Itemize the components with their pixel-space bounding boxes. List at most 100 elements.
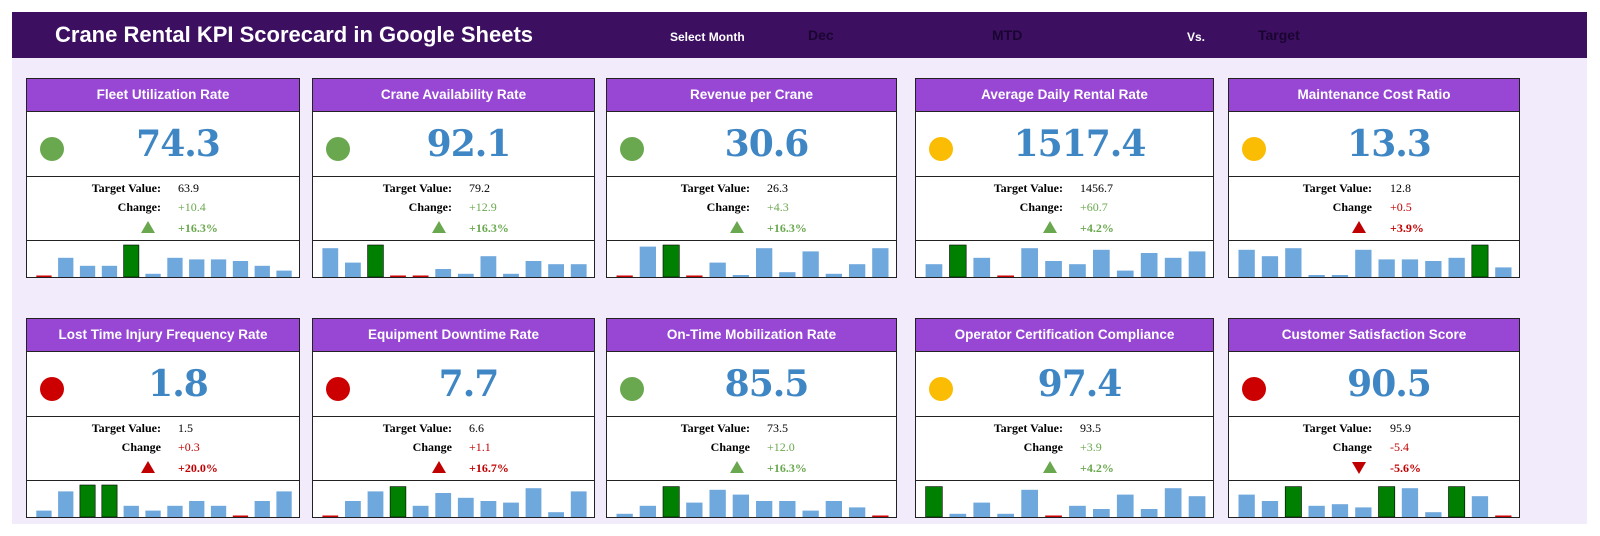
status-indicator-icon (620, 137, 644, 161)
target-value: 1456.7 (1080, 181, 1113, 195)
sparkline-bar (276, 491, 292, 517)
sparkline-bar (1378, 486, 1396, 517)
sparkline-bar (570, 264, 587, 277)
sparkline-bar (756, 248, 773, 277)
sparkline-bar (1140, 509, 1158, 517)
sparkline-bar (58, 257, 74, 277)
change-percent: +16.3% (767, 461, 807, 475)
kpi-title: Crane Availability Rate (313, 79, 594, 112)
target-value: 6.6 (469, 421, 484, 435)
trend-up-icon (1352, 221, 1366, 233)
sparkline-bar (662, 486, 680, 517)
sparkline-bar (1285, 248, 1302, 277)
sparkline-bar (101, 484, 118, 517)
sparkline-bar (849, 507, 866, 517)
sparkline-bar (322, 515, 339, 517)
change-value: +60.7 (1080, 200, 1108, 214)
sparkline-bar (412, 505, 429, 517)
change-label: Change (412, 440, 452, 454)
status-indicator-icon (929, 137, 953, 161)
change-percent: +20.0% (178, 461, 218, 475)
divider (313, 480, 594, 481)
sparkline-bar (802, 510, 819, 517)
divider (607, 176, 896, 177)
trend-up-icon (1043, 221, 1057, 233)
sparkline-bar (1164, 257, 1182, 277)
sparkline-bar (1378, 259, 1395, 277)
sparkline-bar (79, 265, 96, 277)
sparkline-bar (1188, 251, 1206, 277)
sparkline-bar (825, 273, 842, 277)
sparkline-bar (167, 505, 183, 517)
sparkline-bar (1045, 261, 1062, 277)
sparkline-bar (639, 505, 656, 517)
sparkline-bar (1238, 249, 1255, 277)
status-indicator-icon (326, 377, 350, 401)
divider (313, 240, 594, 241)
sparkline-bar (949, 513, 967, 517)
sparkline-bar (709, 489, 726, 517)
divider (313, 416, 594, 417)
sparkline-bar (1164, 488, 1182, 517)
change-percent: +4.2% (1080, 221, 1114, 235)
sparkline-bar (925, 264, 943, 277)
change-value: +1.1 (469, 440, 491, 454)
divider (607, 416, 896, 417)
sparkline-bar (548, 264, 564, 277)
kpi-title: Maintenance Cost Ratio (1229, 79, 1519, 112)
sparkline-bar (503, 502, 519, 517)
trend-up-icon (432, 461, 446, 473)
change-percent: +16.3% (178, 221, 218, 235)
trend-up-icon (1043, 461, 1057, 473)
sparkline-bar (36, 275, 52, 277)
sparkline-bar (210, 505, 227, 517)
sparkline-bar (1261, 501, 1279, 517)
kpi-value: 1517.4 (1013, 123, 1147, 165)
sparkline-bar (345, 262, 361, 277)
sparkline-bar (1116, 270, 1134, 277)
comparison-selector[interactable]: Target (1258, 27, 1300, 43)
sparkline-bar (145, 273, 161, 277)
kpi-value: 92.1 (426, 123, 512, 165)
divider (916, 416, 1213, 417)
sparkline-bar (1069, 264, 1086, 277)
change-percent: +16.7% (469, 461, 509, 475)
kpi-value: 97.4 (1037, 363, 1123, 405)
period-selector[interactable]: MTD (992, 27, 1023, 43)
change-value: +0.3 (178, 440, 200, 454)
target-label: Target Value: (680, 181, 750, 195)
status-indicator-icon (40, 377, 64, 401)
sparkline-chart (322, 244, 587, 277)
sparkline-chart (616, 244, 889, 277)
change-value: +12.9 (469, 200, 497, 214)
sparkline-bar (367, 491, 384, 517)
sparkline-bar (390, 275, 406, 277)
month-selector[interactable]: Dec (808, 27, 834, 43)
sparkline-bar (525, 261, 542, 277)
kpi-value: 90.5 (1347, 363, 1432, 405)
sparkline-bar (779, 501, 796, 517)
kpi-title: Customer Satisfaction Score (1229, 319, 1519, 352)
status-indicator-icon (326, 137, 350, 161)
sparkline-bar (1448, 486, 1466, 517)
sparkline-bar (1021, 489, 1038, 517)
sparkline-chart (1238, 244, 1512, 277)
divider (916, 240, 1213, 241)
status-indicator-icon (40, 137, 64, 161)
sparkline-bar (79, 484, 96, 517)
sparkline-bar (686, 502, 703, 517)
sparkline-bar (1284, 486, 1302, 517)
sparkline-bar (457, 497, 474, 517)
sparkline-bar (276, 270, 292, 277)
change-value: +4.3 (767, 200, 789, 214)
kpi-card: Maintenance Cost Ratio 13.3 Target Value: 1… (1228, 78, 1520, 278)
sparkline-bar (1045, 515, 1062, 517)
sparkline-bar (997, 513, 1014, 517)
target-value: 73.5 (767, 421, 788, 435)
sparkline-bar (1093, 509, 1110, 517)
sparkline-bar (662, 244, 680, 277)
sparkline-bar (1425, 261, 1442, 277)
kpi-title: Operator Certification Compliance (916, 319, 1213, 352)
kpi-value: 7.7 (438, 363, 500, 405)
sparkline-bar (525, 488, 542, 517)
